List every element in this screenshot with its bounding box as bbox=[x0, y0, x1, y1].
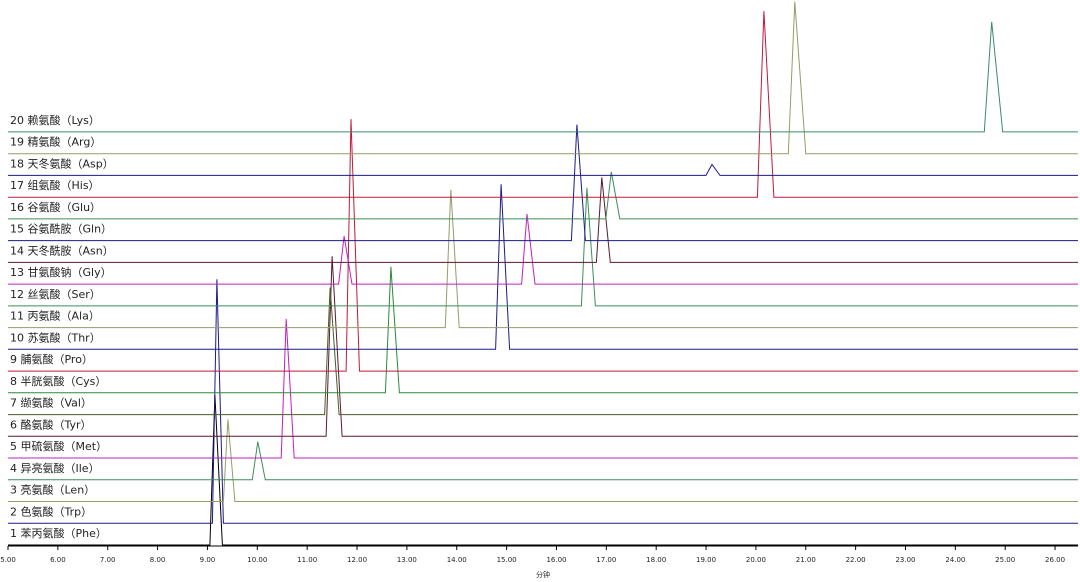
trace-label: 9 脯氨酸（Pro） bbox=[10, 352, 93, 366]
trace-label: 14 天冬酰胺（Asn） bbox=[10, 243, 114, 257]
trace-label: 11 丙氨酸（Ala） bbox=[10, 309, 100, 323]
trace bbox=[8, 163, 1078, 176]
x-tick-label: 14.00 bbox=[447, 556, 467, 564]
trace bbox=[8, 1, 1078, 155]
x-tick-label: 6.00 bbox=[50, 556, 66, 564]
x-tick-label: 19.00 bbox=[696, 556, 716, 564]
x-tick-label: 9.00 bbox=[200, 556, 216, 564]
trace bbox=[8, 394, 1078, 546]
x-tick-label: 21.00 bbox=[796, 556, 816, 564]
trace-label: 5 甲硫氨酸（Met） bbox=[10, 439, 107, 453]
trace-label: 15 谷氨酰胺（Gln） bbox=[10, 222, 112, 236]
x-tick-label: 10.00 bbox=[247, 556, 267, 564]
trace bbox=[8, 171, 1078, 220]
trace bbox=[8, 177, 1078, 263]
x-axis-label: 分钟 bbox=[536, 570, 550, 579]
x-tick-label: 12.00 bbox=[347, 556, 367, 564]
x-tick-label: 25.00 bbox=[995, 556, 1015, 564]
x-tick-label: 8.00 bbox=[150, 556, 166, 564]
x-tick-label: 20.00 bbox=[746, 556, 766, 564]
trace bbox=[8, 124, 1078, 242]
trace bbox=[8, 119, 1078, 372]
x-tick-label: 7.00 bbox=[100, 556, 116, 564]
trace-label: 12 丝氨酸（Ser） bbox=[10, 287, 101, 301]
trace bbox=[8, 266, 1078, 394]
trace-label: 18 天冬氨酸（Asp） bbox=[10, 156, 114, 170]
trace-label: 4 异亮氨酸（Ile） bbox=[10, 461, 100, 475]
trace-label: 13 甘氨酸钠（Gly） bbox=[10, 265, 112, 279]
trace-label: 16 谷氨酸（Glu） bbox=[10, 200, 101, 214]
trace bbox=[8, 189, 1078, 329]
trace bbox=[8, 441, 1078, 481]
x-tick-label: 23.00 bbox=[895, 556, 915, 564]
x-tick-label: 17.00 bbox=[596, 556, 616, 564]
trace bbox=[8, 184, 1078, 350]
trace-label: 1 苯丙氨酸（Phe） bbox=[10, 526, 107, 540]
trace-label: 19 精氨酸（Arg） bbox=[10, 135, 101, 149]
trace-label: 3 亮氨酸（Len） bbox=[10, 483, 95, 497]
trace-label: 2 色氨酸（Trp） bbox=[10, 504, 92, 518]
x-tick-label: 13.00 bbox=[397, 556, 417, 564]
trace bbox=[8, 11, 1078, 198]
trace bbox=[8, 318, 1078, 459]
x-tick-label: 24.00 bbox=[945, 556, 965, 564]
trace-label: 20 赖氨酸（Lys） bbox=[10, 113, 100, 127]
trace bbox=[8, 279, 1078, 524]
trace bbox=[8, 419, 1078, 502]
x-tick-label: 18.00 bbox=[646, 556, 666, 564]
trace bbox=[8, 287, 1078, 416]
trace bbox=[8, 256, 1078, 437]
trace-label: 17 组氨酸（His） bbox=[10, 178, 100, 192]
x-tick-label: 15.00 bbox=[497, 556, 517, 564]
x-tick-label: 22.00 bbox=[846, 556, 866, 564]
trace-label: 10 苏氨酸（Thr） bbox=[10, 330, 101, 344]
x-tick-label: 16.00 bbox=[546, 556, 566, 564]
trace-label: 8 半胱氨酸（Cys） bbox=[10, 374, 106, 388]
trace-label: 6 酪氨酸（Tyr） bbox=[10, 417, 92, 431]
trace bbox=[8, 214, 1078, 285]
x-tick-label: 26.00 bbox=[1045, 556, 1065, 564]
x-tick-label: 11.00 bbox=[297, 556, 317, 564]
trace bbox=[8, 21, 1078, 133]
trace bbox=[8, 187, 1078, 307]
x-tick-label: 5.00 bbox=[0, 556, 16, 564]
trace-label: 7 缬氨酸（Val） bbox=[10, 396, 92, 410]
